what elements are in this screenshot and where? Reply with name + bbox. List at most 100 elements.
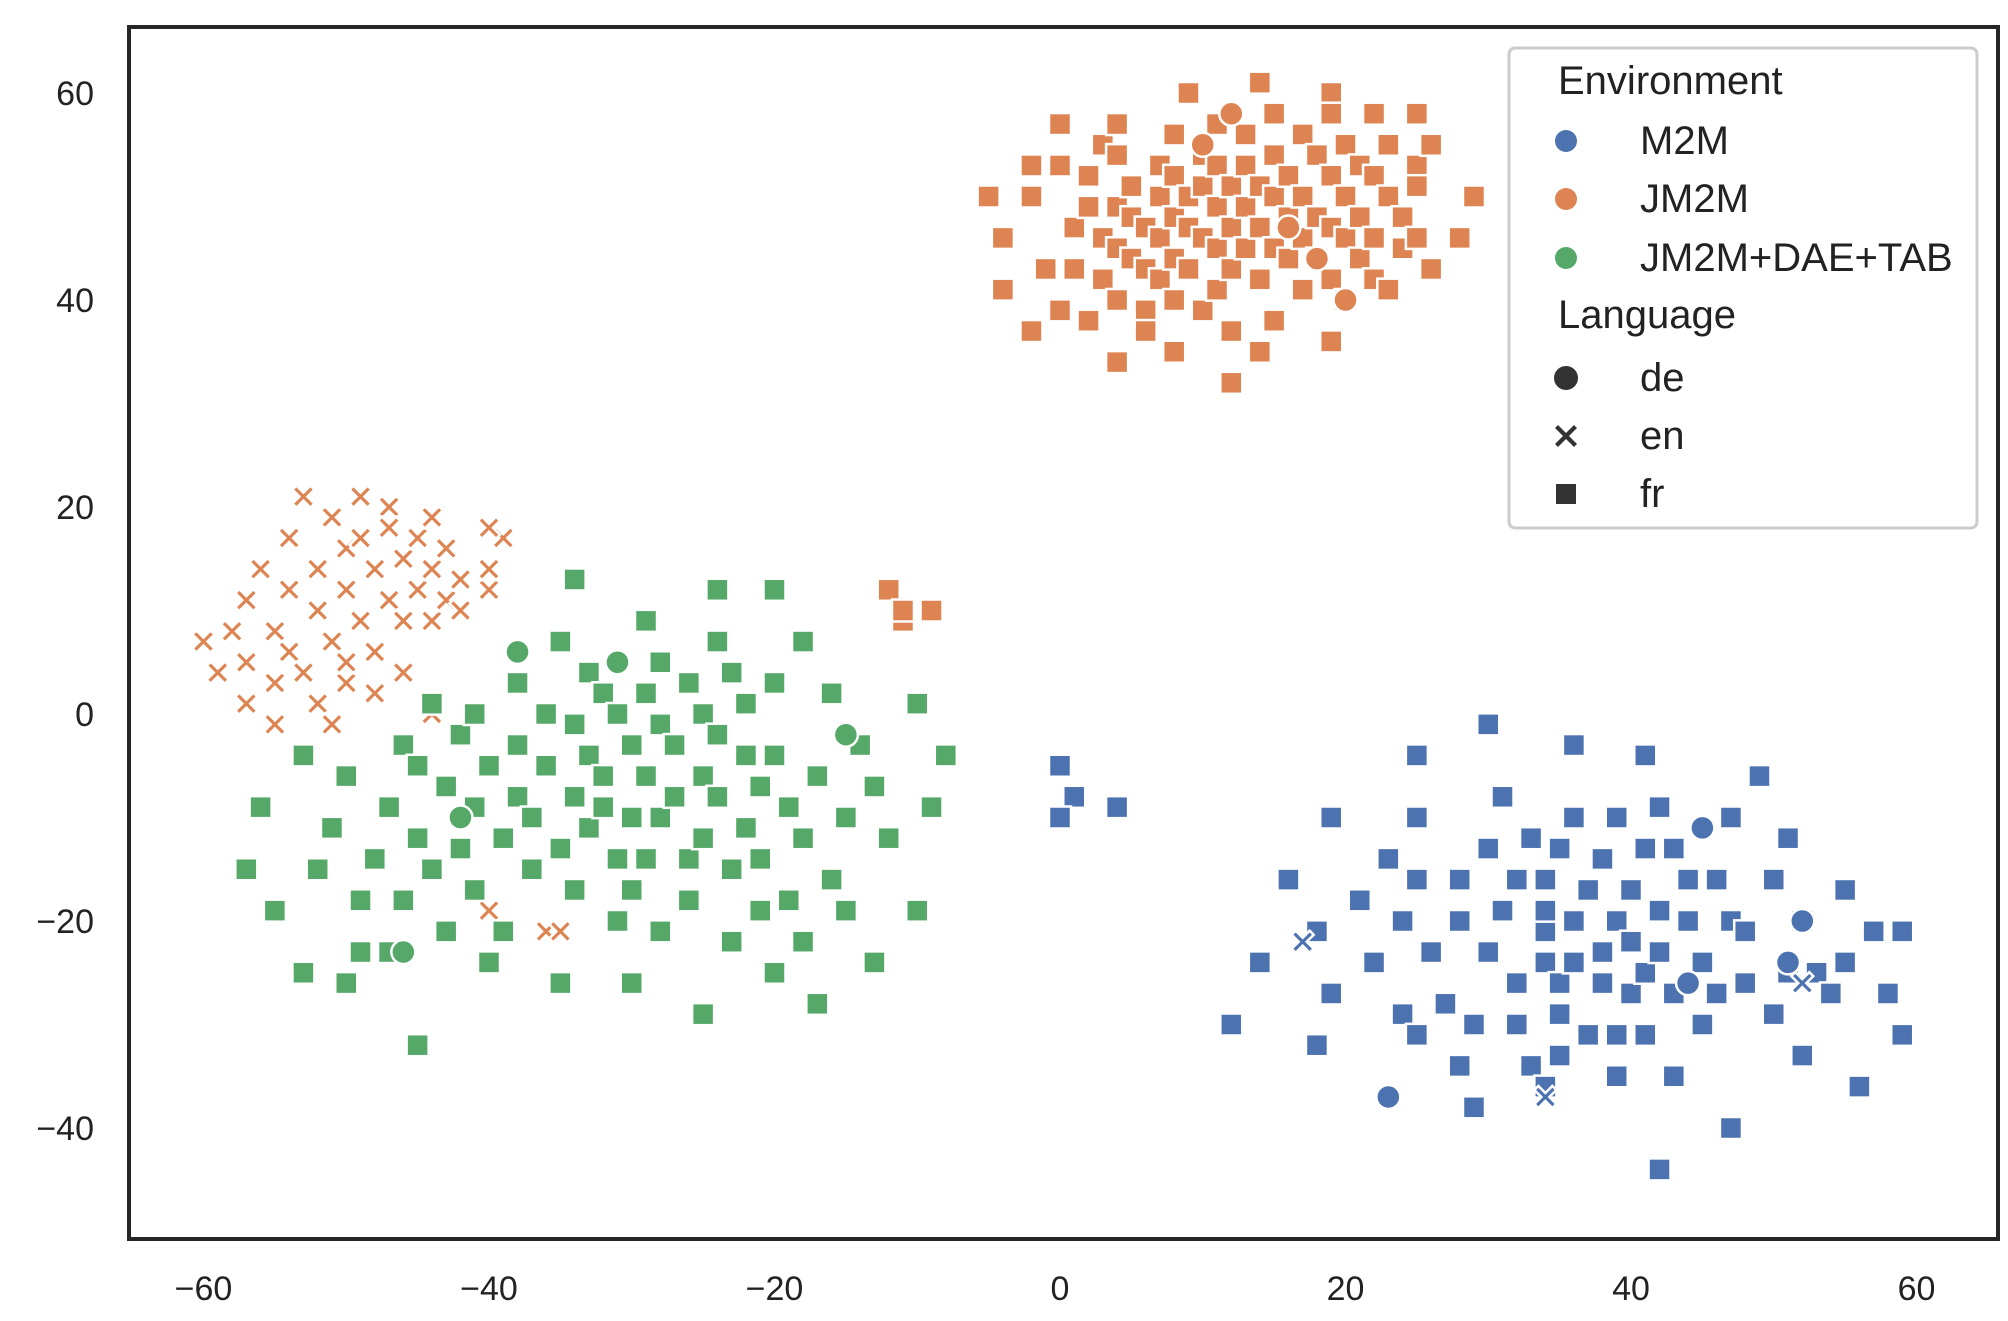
data-point	[1889, 919, 1915, 944]
legend-label-m2m: M2M	[1640, 119, 1729, 163]
data-point	[391, 888, 416, 913]
data-point	[1633, 836, 1658, 861]
data-point	[1076, 308, 1101, 333]
data-point	[633, 763, 659, 789]
data-point	[433, 919, 459, 944]
data-point	[1276, 246, 1301, 271]
data-point	[1404, 743, 1430, 768]
x-axis: −60 −40 −20 0 20 40 60	[175, 1270, 1936, 1308]
data-point	[619, 805, 644, 830]
data-point	[1333, 225, 1358, 251]
data-point	[1590, 939, 1615, 965]
data-point	[1233, 153, 1258, 178]
data-point	[1533, 950, 1558, 975]
data-point	[1547, 1001, 1572, 1027]
data-point	[590, 794, 616, 820]
data-point	[1504, 970, 1530, 996]
data-point	[348, 888, 373, 913]
data-point	[1176, 80, 1201, 106]
data-point	[1304, 142, 1330, 168]
data-point	[1447, 1053, 1472, 1079]
data-point	[476, 514, 502, 541]
data-point	[1390, 1001, 1415, 1027]
data-point	[562, 784, 587, 810]
data-point	[1461, 1012, 1487, 1037]
x-tick-label: −40	[460, 1270, 518, 1308]
data-point	[290, 659, 317, 686]
data-point	[919, 794, 944, 820]
legend-label-fr: fr	[1640, 472, 1664, 516]
data-point	[376, 514, 402, 541]
data-point	[1133, 318, 1158, 344]
data-point	[262, 670, 288, 696]
data-point	[1219, 173, 1244, 199]
data-point	[476, 577, 502, 603]
data-point	[1575, 877, 1601, 903]
data-point	[1618, 929, 1644, 954]
data-point	[334, 763, 359, 789]
data-point	[1647, 939, 1672, 965]
data-point	[376, 494, 402, 520]
data-point	[362, 680, 388, 707]
data-point	[1247, 70, 1273, 95]
data-point	[390, 545, 417, 572]
data-point	[262, 618, 288, 644]
data-point	[747, 774, 773, 799]
data-point	[1390, 204, 1415, 230]
data-point	[1333, 132, 1358, 157]
data-point	[1404, 173, 1430, 199]
data-point	[1076, 194, 1101, 220]
data-point	[605, 846, 630, 872]
data-point	[504, 638, 531, 666]
data-point	[819, 867, 844, 892]
data-point	[391, 732, 416, 758]
data-point	[1633, 960, 1658, 985]
data-point	[419, 504, 445, 531]
data-point	[1247, 339, 1273, 364]
data-point	[705, 577, 730, 603]
data-point	[1289, 928, 1316, 955]
data-point	[1119, 173, 1144, 199]
data-point	[405, 753, 430, 778]
data-point	[404, 577, 431, 603]
data-point	[533, 753, 559, 778]
data-point	[1547, 836, 1572, 861]
data-point	[719, 857, 744, 882]
data-point	[348, 939, 373, 965]
data-point	[1518, 1053, 1544, 1079]
data-point	[1647, 1157, 1672, 1182]
data-point	[1332, 286, 1359, 314]
data-point	[305, 857, 330, 882]
data-point	[1533, 867, 1558, 892]
data-point	[1547, 1043, 1572, 1068]
y-axis: −40 −20 0 20 40 60	[36, 75, 94, 1148]
data-point	[1889, 1022, 1915, 1048]
legend-label-jm2m: JM2M	[1640, 177, 1749, 221]
data-point	[1318, 163, 1344, 189]
data-point	[405, 1032, 430, 1058]
data-point	[1376, 846, 1401, 872]
data-point	[1818, 981, 1844, 1006]
data-point	[1789, 970, 1816, 996]
data-point	[1575, 1022, 1601, 1048]
data-point	[1204, 194, 1230, 220]
data-point	[1633, 1022, 1658, 1048]
data-point	[548, 970, 573, 996]
data-point	[333, 577, 360, 603]
data-point	[576, 743, 602, 768]
data-point	[505, 670, 530, 696]
data-point	[1276, 163, 1301, 189]
data-point	[733, 815, 759, 841]
data-point	[1561, 908, 1587, 934]
data-point	[1190, 298, 1215, 323]
data-point	[390, 938, 417, 966]
x-tick-label: 60	[1898, 1270, 1936, 1308]
legend-title-language: Language	[1558, 293, 1736, 337]
data-point	[862, 950, 887, 975]
data-point	[1161, 339, 1187, 364]
data-point	[576, 660, 602, 685]
x-tick-label: 40	[1612, 1270, 1650, 1308]
data-point	[376, 794, 402, 820]
data-point	[1147, 225, 1173, 251]
data-point	[1233, 194, 1258, 220]
